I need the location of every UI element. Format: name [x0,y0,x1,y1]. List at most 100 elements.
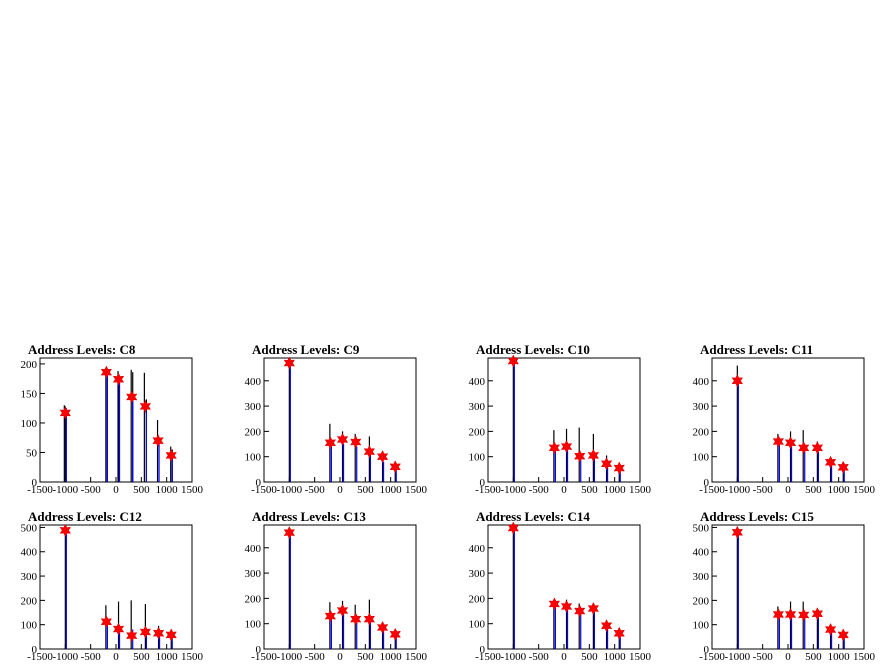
y-tick-label: 0 [32,644,38,656]
x-tick-label: -500 [305,651,326,663]
x-tick-label: 1000 [828,484,851,496]
x-tick-label: -500 [753,484,774,496]
peak-star-marker [507,521,520,535]
x-tick-label: 1500 [181,484,204,496]
peak-star-marker [363,612,376,626]
chart-title: Address Levels: C14 [476,509,590,524]
peak-star-marker [574,449,586,463]
y-tick-label: 300 [21,571,38,583]
peak-star-marker [574,604,586,618]
y-tick-label: 400 [469,543,486,555]
x-tick-label: -1500 [699,651,725,663]
peak-star-marker [336,432,349,447]
x-tick-label: 500 [357,651,374,663]
x-tick-label: 500 [805,484,822,496]
x-tick-label: 1000 [828,651,851,663]
x-tick-label: 1500 [629,484,652,496]
x-tick-label: 500 [581,651,598,663]
peak-star-marker [165,628,177,642]
y-tick-label: 500 [693,522,710,534]
y-tick-label: 200 [21,359,38,371]
y-tick-label: 200 [245,426,262,438]
plot-frame [263,357,417,483]
x-tick-label: -1500 [251,651,277,663]
y-tick-label: 100 [21,620,38,632]
x-tick-label: 1500 [181,651,204,663]
y-tick-label: 50 [26,447,38,459]
y-tick-label: 150 [21,388,38,400]
peak-star-marker [389,460,401,474]
x-tick-label: 0 [337,651,343,663]
peak-star-marker [613,626,625,640]
x-tick-label: -1000 [500,484,526,496]
y-tick-label: 100 [469,452,486,464]
x-tick-label: 0 [785,651,791,663]
y-tick-label: 300 [245,568,262,580]
peak-star-marker [507,354,520,368]
x-tick-label: -1500 [475,651,501,663]
peak-star-marker [587,601,600,616]
x-tick-label: -1500 [27,484,53,496]
x-tick-label: -1500 [475,484,501,496]
y-tick-label: 0 [704,644,710,656]
y-tick-label: 300 [693,401,710,413]
peak-star-marker [139,625,152,639]
peak-star-marker [587,448,600,462]
peak-star-marker [350,435,362,449]
peak-star-marker [283,356,296,370]
peak-star-marker [100,365,113,379]
x-tick-label: -1000 [500,651,526,663]
y-tick-label: 300 [469,401,486,413]
x-tick-label: -500 [305,484,326,496]
x-tick-label: 1000 [380,651,403,663]
x-tick-label: 0 [337,484,343,496]
peak-star-marker [824,455,837,469]
peak-star-marker [100,615,113,629]
chart-title: Address Levels: C13 [252,509,366,524]
chart-panel-0: Address Levels: C8 0 50 100 150 200 -1500 -1000… [21,342,204,496]
x-tick-label: 1000 [604,651,627,663]
x-tick-label: 500 [357,484,374,496]
x-tick-label: -500 [753,651,774,663]
peak-star-marker [126,629,138,643]
chart-panel-5: Address Levels: C13 0 100 200 300 400 -1500 -10… [245,509,428,663]
y-tick-label: 200 [21,595,38,607]
x-tick-label: -1000 [52,651,78,663]
chart-title: Address Levels: C11 [700,342,813,357]
peak-star-marker [784,607,797,622]
x-tick-label: 1000 [604,484,627,496]
peak-star-marker [152,626,165,640]
x-tick-label: 1500 [405,484,428,496]
y-tick-label: 200 [693,426,710,438]
x-tick-label: 1000 [380,484,403,496]
x-tick-label: 1500 [853,651,876,663]
x-tick-label: 0 [561,651,567,663]
x-tick-label: 500 [581,484,598,496]
peak-star-marker [784,436,797,450]
y-tick-label: 300 [469,568,486,580]
y-tick-label: 400 [245,543,262,555]
peak-star-marker [283,526,296,540]
peak-star-marker [560,599,573,614]
peak-star-marker [811,441,824,455]
y-tick-label: 300 [693,571,710,583]
y-tick-label: 100 [693,452,710,464]
y-tick-label: 200 [245,593,262,605]
x-tick-label: -500 [81,651,102,663]
x-tick-label: 500 [133,484,150,496]
x-tick-label: 0 [785,484,791,496]
y-tick-label: 0 [32,477,38,489]
y-tick-label: 0 [704,477,710,489]
peak-star-marker [731,525,744,539]
peak-star-marker [798,608,810,622]
x-tick-label: 1000 [156,484,179,496]
y-tick-label: 200 [469,593,486,605]
peak-star-marker [165,448,177,462]
peak-star-marker [112,372,125,386]
peak-star-marker [772,434,785,449]
y-tick-label: 0 [480,477,486,489]
peak-star-marker [731,374,744,388]
x-tick-label: -1000 [52,484,78,496]
peak-star-marker [139,399,152,413]
